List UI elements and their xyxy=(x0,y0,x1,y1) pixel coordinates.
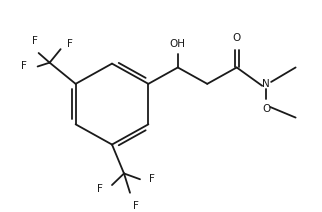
Text: F: F xyxy=(67,39,72,49)
Text: N: N xyxy=(262,79,270,89)
Text: F: F xyxy=(97,184,103,194)
Text: OH: OH xyxy=(170,39,186,49)
Text: O: O xyxy=(262,104,270,114)
Text: O: O xyxy=(232,33,241,43)
Text: F: F xyxy=(149,174,155,184)
Text: F: F xyxy=(133,201,139,211)
Text: F: F xyxy=(21,61,27,71)
Text: F: F xyxy=(32,36,38,46)
